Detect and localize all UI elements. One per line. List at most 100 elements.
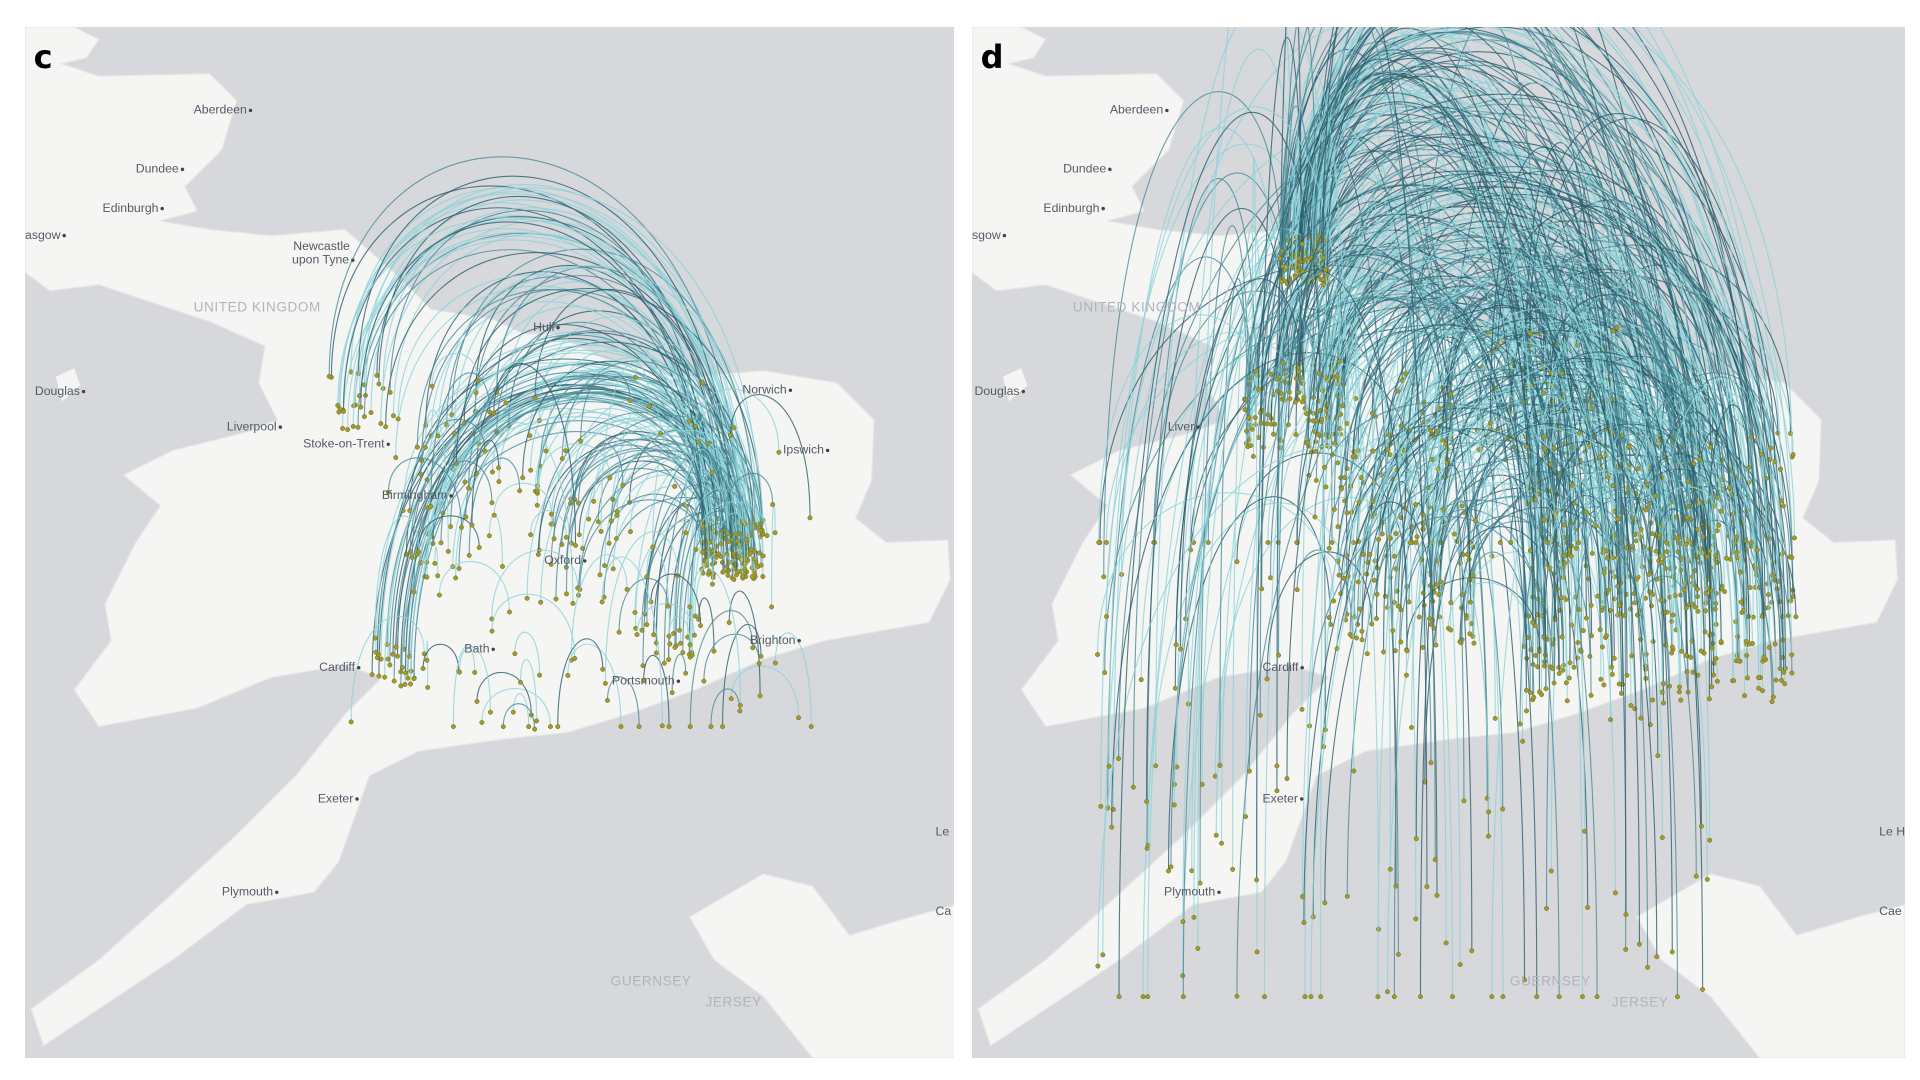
endpoint [445,548,451,554]
flow-arc [1102,27,1512,955]
place-label: Dundee [136,162,179,176]
endpoint [1258,420,1264,426]
place-dot [275,890,279,895]
endpoint [1770,694,1776,700]
endpoint [725,572,731,578]
place-dot [825,448,830,453]
endpoint [1441,506,1446,512]
endpoint [1599,644,1605,650]
endpoint [1561,553,1567,559]
endpoint [1643,507,1649,513]
endpoint [1560,667,1566,673]
endpoint [1773,677,1779,683]
endpoint [1322,464,1327,470]
endpoint [680,650,686,655]
place-dot [180,167,185,172]
endpoint [435,573,441,579]
endpoint [1633,538,1639,544]
place-dot [797,638,801,643]
flow-arc [1155,27,1327,766]
flow-arc [1429,355,1738,586]
endpoint [1770,572,1776,578]
endpoint [1268,371,1274,377]
flow-arc [1422,483,1565,593]
endpoint [1677,684,1682,690]
flow-arc [722,623,762,727]
flow-arc [1400,434,1551,667]
endpoint [1670,612,1676,618]
endpoint [1694,586,1700,592]
endpoint [1318,994,1324,1000]
flow-arc [1353,257,1553,617]
endpoint [1294,587,1300,593]
place-label: Exeter [318,791,353,805]
endpoint [1517,721,1523,727]
endpoint [1116,994,1122,1000]
endpoint [796,715,802,721]
endpoint [378,421,384,426]
endpoint [764,533,770,539]
flow-arc [606,676,640,727]
endpoint [1326,545,1332,551]
endpoint [1676,689,1682,695]
endpoint [1558,595,1564,601]
endpoint [610,566,616,572]
place-dot [386,442,390,447]
endpoint [1116,756,1122,761]
endpoint [1704,554,1710,560]
flow-arc [1297,27,1764,662]
endpoint [453,575,459,581]
endpoint [691,632,697,638]
flow-arc [1320,152,1341,997]
endpoint [1746,464,1752,470]
flow-arc [514,631,541,676]
endpoint [1731,678,1737,684]
flow-arc [1328,461,1603,647]
place-dot [556,325,560,330]
endpoint [456,566,462,571]
endpoint [709,470,715,476]
flow-arc [353,232,742,527]
endpoint [476,545,482,550]
endpoint [721,568,727,574]
endpoint [1712,606,1718,612]
flow-arc [1376,516,1554,669]
endpoint [1527,548,1533,553]
endpoint [1234,993,1240,999]
place-label: Douglas [974,384,1019,398]
flow-arc [1310,308,1685,997]
place-dot [160,206,164,211]
flow-arc [1548,469,1660,569]
endpoint [1492,715,1498,721]
flow-arc [431,353,479,387]
flow-arc [1387,384,1528,504]
endpoint [1489,994,1495,1000]
endpoint [1587,653,1593,659]
flow-arc [392,391,735,655]
endpoint [414,444,420,450]
endpoint [1756,685,1762,691]
endpoint [700,380,706,386]
endpoint [1371,577,1377,583]
endpoint [1603,548,1609,554]
endpoint [1580,628,1586,634]
endpoint [382,674,388,680]
endpoint [1622,613,1627,619]
endpoint [1661,700,1666,706]
endpoint [1304,411,1309,417]
place-dot [449,494,453,498]
flow-arc [1525,199,1748,645]
flow-arc [493,363,577,546]
endpoint [1464,551,1470,557]
endpoint [372,635,378,641]
endpoint [1500,994,1506,1000]
endpoint [1649,531,1655,537]
flow-arc [1108,106,1340,767]
endpoint [1351,768,1357,774]
place-label: Cae [1879,904,1902,918]
endpoint [667,641,673,647]
endpoint [672,644,678,650]
flow-arc [1314,27,1769,595]
endpoint [1313,418,1319,424]
endpoint [1268,575,1273,581]
